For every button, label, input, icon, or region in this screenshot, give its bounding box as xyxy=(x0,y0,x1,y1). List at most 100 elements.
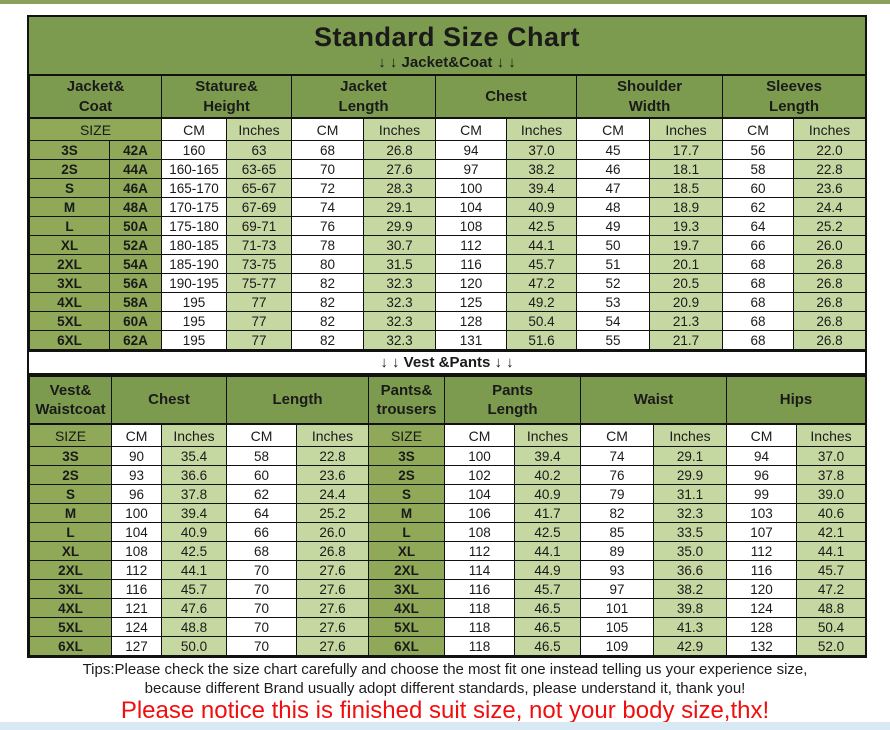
value-cell: 102 xyxy=(444,465,515,485)
size-header-cell: SIZE xyxy=(28,117,163,141)
size-cell: 3XL xyxy=(368,579,445,599)
size-cell: XL xyxy=(29,235,110,255)
column-group-header: Pants Length xyxy=(444,375,581,425)
value-cell: 68 xyxy=(226,541,297,561)
value-cell: 108 xyxy=(111,541,162,561)
value-cell: 44.9 xyxy=(514,560,581,580)
value-cell: 46.5 xyxy=(514,636,581,656)
table-row: 3XL 56A 190-195 75-77 82 32.3 120 47.2 52 20.5 68 2… xyxy=(29,273,867,293)
unit-header-cell: Inches xyxy=(226,117,293,141)
value-cell: 120 xyxy=(726,579,798,599)
value-cell: 30.7 xyxy=(363,235,437,255)
value-cell: 26.0 xyxy=(296,522,369,542)
table-row: S 96 37.8 62 24.4 S 104 40.9 79 31.1 99 39.0 xyxy=(29,484,867,504)
value-cell: 116 xyxy=(444,579,515,599)
value-cell: 68 xyxy=(722,330,795,350)
value-cell: 23.6 xyxy=(793,178,867,198)
value-cell: 116 xyxy=(435,254,508,274)
value-cell: 36.6 xyxy=(161,465,227,485)
value-cell: 127 xyxy=(111,636,162,656)
size-cell: L xyxy=(29,522,112,542)
column-group-header: Pants& trousers xyxy=(368,375,445,425)
value-cell: 85 xyxy=(580,522,654,542)
table-row: 2XL 54A 185-190 73-75 80 31.5 116 45.7 51 20.1 68 2… xyxy=(29,254,867,274)
title-block: Standard Size Chart ↓ ↓ Jacket&Coat ↓ ↓ xyxy=(29,17,865,74)
unit-header-cell: Inches xyxy=(649,117,724,141)
value-cell: 63-65 xyxy=(226,159,293,179)
value-cell: 50.4 xyxy=(506,311,578,331)
size-cell: 3XL xyxy=(29,273,110,293)
size-cell: 5XL xyxy=(29,311,110,331)
size-cell: 2S xyxy=(368,465,445,485)
value-cell: 27.6 xyxy=(363,159,437,179)
size-cell: 42A xyxy=(108,140,163,160)
column-group-row: Vest& Waistcoat Chest Length Pants& trouser… xyxy=(29,375,867,425)
value-cell: 50.0 xyxy=(161,636,227,656)
value-cell: 48.8 xyxy=(796,598,867,618)
value-cell: 116 xyxy=(111,579,162,599)
size-cell: 62A xyxy=(108,330,163,350)
value-cell: 97 xyxy=(580,579,654,599)
value-cell: 160-165 xyxy=(161,159,228,179)
unit-header-cell: CM xyxy=(226,423,297,447)
value-cell: 52.0 xyxy=(796,636,867,656)
size-cell: L xyxy=(368,522,445,542)
value-cell: 68 xyxy=(722,273,795,293)
value-cell: 100 xyxy=(435,178,508,198)
value-cell: 60 xyxy=(722,178,795,198)
column-group-header: Shoulder Width xyxy=(576,74,724,119)
value-cell: 50 xyxy=(576,235,651,255)
value-cell: 68 xyxy=(291,140,365,160)
size-cell: 3S xyxy=(29,140,110,160)
size-cell: M xyxy=(29,197,110,217)
table-row: 3XL 116 45.7 70 27.6 3XL 116 45.7 97 38.2 120 47.2 xyxy=(29,579,867,599)
size-cell: 58A xyxy=(108,292,163,312)
value-cell: 195 xyxy=(161,311,228,331)
value-cell: 22.0 xyxy=(793,140,867,160)
table-row: M 100 39.4 64 25.2 M 106 41.7 82 32.3 103 40.6 xyxy=(29,503,867,523)
value-cell: 73-75 xyxy=(226,254,293,274)
value-cell: 62 xyxy=(226,484,297,504)
value-cell: 26.0 xyxy=(793,235,867,255)
value-cell: 26.8 xyxy=(793,330,867,350)
value-cell: 58 xyxy=(722,159,795,179)
size-cell: S xyxy=(29,178,110,198)
value-cell: 128 xyxy=(726,617,798,637)
value-cell: 74 xyxy=(291,197,365,217)
size-cell: M xyxy=(29,503,112,523)
value-cell: 124 xyxy=(726,598,798,618)
value-cell: 29.1 xyxy=(652,446,728,466)
size-header-cell: SIZE xyxy=(368,423,445,447)
value-cell: 60 xyxy=(226,465,297,485)
size-cell: 5XL xyxy=(368,617,445,637)
value-cell: 42.5 xyxy=(514,522,581,542)
value-cell: 68 xyxy=(722,292,795,312)
value-cell: 80 xyxy=(291,254,365,274)
value-cell: 44.1 xyxy=(506,235,578,255)
value-cell: 62 xyxy=(722,197,795,217)
value-cell: 70 xyxy=(291,159,365,179)
value-cell: 47.2 xyxy=(796,579,867,599)
table-row: XL 52A 180-185 71-73 78 30.7 112 44.1 50 19.7 66 26… xyxy=(29,235,867,255)
size-cell: 2S xyxy=(29,159,110,179)
value-cell: 41.7 xyxy=(514,503,581,523)
top-border-strip xyxy=(0,0,890,4)
value-cell: 89 xyxy=(580,541,654,561)
value-cell: 160 xyxy=(161,140,228,160)
unit-header-cell: Inches xyxy=(652,423,728,447)
table-row: 3S 42A 160 63 68 26.8 94 37.0 45 17.7 56 22.0 xyxy=(29,140,867,160)
table-row: 2S 44A 160-165 63-65 70 27.6 97 38.2 46 18.1 58 22.… xyxy=(29,159,867,179)
value-cell: 185-190 xyxy=(161,254,228,274)
value-cell: 44.1 xyxy=(514,541,581,561)
value-cell: 118 xyxy=(444,617,515,637)
value-cell: 32.3 xyxy=(363,292,437,312)
value-cell: 47.2 xyxy=(506,273,578,293)
value-cell: 26.8 xyxy=(296,541,369,561)
value-cell: 39.8 xyxy=(652,598,728,618)
value-cell: 68 xyxy=(722,254,795,274)
size-cell: 52A xyxy=(108,235,163,255)
value-cell: 33.5 xyxy=(652,522,728,542)
table-row: XL 108 42.5 68 26.8 XL 112 44.1 89 35.0 112 44.1 xyxy=(29,541,867,561)
value-cell: 45.7 xyxy=(161,579,227,599)
value-cell: 69-71 xyxy=(226,216,293,236)
